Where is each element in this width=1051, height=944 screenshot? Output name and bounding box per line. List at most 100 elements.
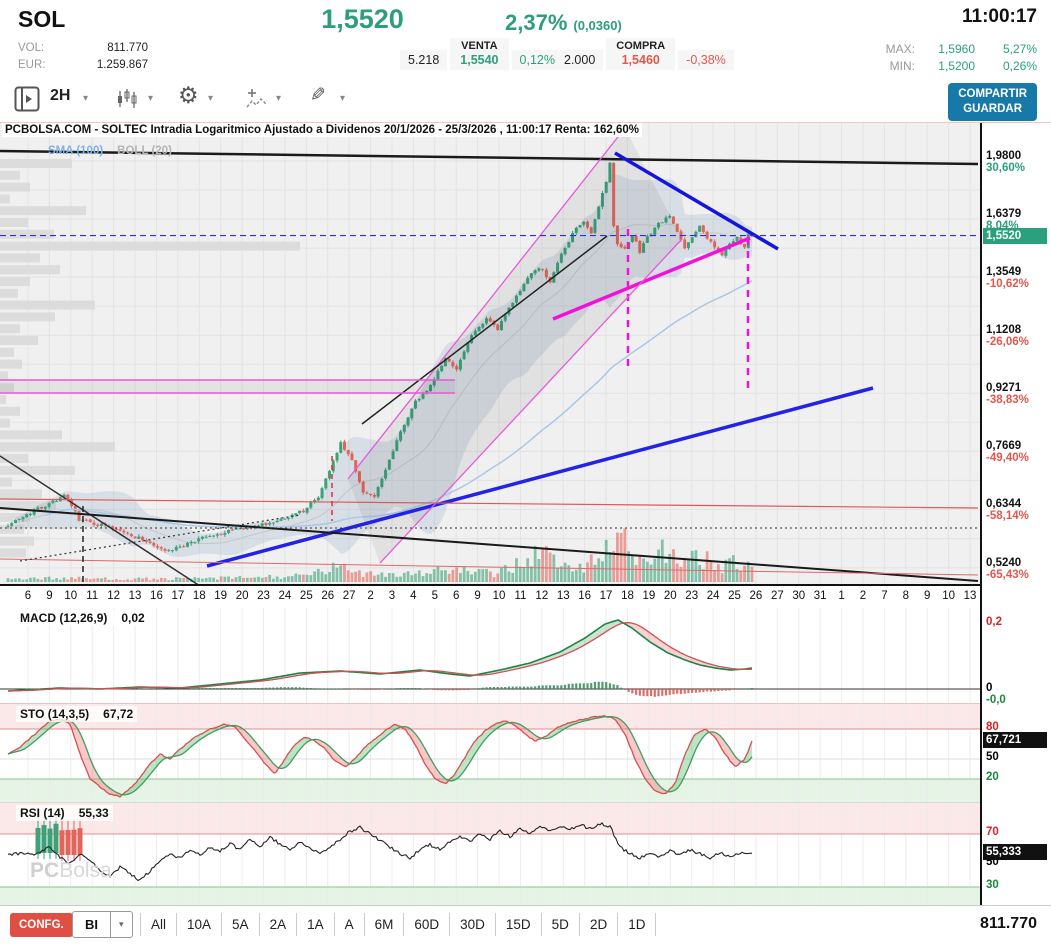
chart-type-caret-icon[interactable]: ▾ (148, 93, 153, 104)
max-pct: 5,27% (975, 42, 1037, 56)
x-axis-label: 9 (916, 590, 938, 602)
last-price: 1,5520 (290, 4, 435, 35)
settings-caret-icon[interactable]: ▾ (208, 93, 213, 104)
x-axis-label: 8 (895, 590, 917, 602)
watermark-rest: Bolsa (59, 859, 112, 882)
x-axis-label: 11 (81, 590, 103, 602)
share-label[interactable]: COMPARTIR (958, 87, 1027, 102)
bid-label: COMPRA (616, 38, 665, 53)
config-button[interactable]: CONFG. (10, 913, 73, 937)
rsi-panel[interactable] (0, 802, 980, 907)
min-price: 1,5200 (915, 59, 975, 73)
range-button-5d[interactable]: 5D (542, 913, 580, 936)
timeframe-button[interactable]: 2H (50, 87, 70, 105)
share-save-button[interactable]: COMPARTIR GUARDAR (948, 83, 1037, 121)
x-axis-label: 30 (788, 590, 810, 602)
legend-item: SMA (100) (48, 145, 103, 157)
draw-caret-icon[interactable]: ▾ (340, 93, 345, 104)
range-button-5a[interactable]: 5A (222, 913, 260, 936)
range-button-6m[interactable]: 6M (365, 913, 405, 936)
settings-gear-icon[interactable]: ⚙ (178, 82, 199, 109)
interval-value[interactable]: BI (73, 912, 111, 937)
axis-label: -0,0 (986, 694, 1006, 706)
max-row: MAX: 1,5960 5,27% (873, 42, 1037, 56)
sto-value-tag: 67,721 (983, 732, 1047, 748)
x-axis-label: 6 (17, 590, 39, 602)
x-axis-label: 26 (317, 590, 339, 602)
x-axis-label: 3 (381, 590, 403, 602)
clock: 11:00:17 (962, 6, 1037, 28)
main-price-chart[interactable] (0, 123, 980, 584)
chart-legend: SMA (100)BOLL (20) (48, 145, 186, 157)
range-button-60d[interactable]: 60D (404, 913, 450, 936)
macd-params: MACD (12,26,9) (20, 611, 107, 625)
range-button-1a[interactable]: 1A (297, 913, 335, 936)
x-axis-label: 10 (60, 590, 82, 602)
x-axis-label: 11 (509, 590, 531, 602)
pcbolsa-watermark: PCBolsa (30, 859, 112, 883)
interval-caret-icon[interactable]: ▾ (111, 912, 132, 937)
rsi-params: RSI (14) (20, 806, 65, 820)
range-button-10a[interactable]: 10A (177, 913, 222, 936)
axis-label: 0,9271-38,83% (986, 382, 1029, 406)
axis-label: 0,7669-49,40% (986, 440, 1029, 464)
x-axis-label: 26 (745, 590, 767, 602)
x-axis-label: 13 (124, 590, 146, 602)
x-axis-label: 25 (724, 590, 746, 602)
chart-type-icon[interactable] (115, 88, 139, 115)
x-axis-label: 12 (531, 590, 553, 602)
sto-label: STO (14,3,5)67,72 (16, 706, 137, 722)
eur-row: EUR: 1.259.867 (18, 59, 148, 71)
x-axis-label: 31 (809, 590, 831, 602)
min-row: MIN: 1,5200 0,26% (873, 59, 1037, 73)
sto-value: 67,72 (103, 707, 133, 721)
add-indicator-icon[interactable] (245, 87, 269, 116)
x-axis-label: 27 (766, 590, 788, 602)
change-abs-value: (0,0360) (573, 18, 621, 33)
max-price: 1,5960 (915, 42, 975, 56)
range-button-2a[interactable]: 2A (260, 913, 298, 936)
axis-label: 1,1208-26,06% (986, 324, 1029, 348)
x-axis-label: 2 (360, 590, 382, 602)
draw-pencil-icon[interactable]: ✎ (310, 84, 326, 107)
x-axis-label: 19 (638, 590, 660, 602)
x-axis-label: 23 (253, 590, 275, 602)
x-axis-label: 17 (595, 590, 617, 602)
range-button-all[interactable]: All (140, 913, 177, 936)
range-button-30d[interactable]: 30D (450, 913, 496, 936)
x-axis-label: 16 (574, 590, 596, 602)
panel-toggle-icon[interactable] (14, 86, 40, 117)
range-button-15d[interactable]: 15D (496, 913, 542, 936)
x-axis-label: 7 (873, 590, 895, 602)
ask-qty: 5.218 (400, 50, 447, 70)
x-axis-label: 2 (852, 590, 874, 602)
range-button-1d[interactable]: 1D (618, 913, 656, 936)
x-axis-label: 17 (167, 590, 189, 602)
range-button-2d[interactable]: 2D (580, 913, 618, 936)
axis-label: 0,5240-65,43% (986, 557, 1029, 581)
add-indicator-caret-icon[interactable]: ▾ (276, 93, 281, 104)
x-axis-label: 1 (831, 590, 853, 602)
x-axis-label: 27 (338, 590, 360, 602)
axis-label: 1,3549-10,62% (986, 266, 1029, 290)
interval-selector[interactable]: BI ▾ (72, 911, 133, 938)
x-axis-label: 10 (488, 590, 510, 602)
chart-title: PCBOLSA.COM - SOLTEC Intradia Logaritmic… (2, 123, 642, 137)
timeframe-caret-icon[interactable]: ▾ (83, 93, 88, 104)
x-axis-label: 19 (210, 590, 232, 602)
x-axis-label: 9 (38, 590, 60, 602)
bid-pct: -0,38% (678, 50, 734, 70)
bid-quote: 2.000 COMPRA 1,5460 -0,38% (556, 38, 734, 70)
range-button-a[interactable]: A (335, 913, 365, 936)
x-axis-label: 20 (659, 590, 681, 602)
min-pct: 0,26% (975, 59, 1037, 73)
chart-toolbar: 2H ▾ ▾ ⚙ ▾ ▾ ✎ ▾ COMPARTIR GUARDAR (0, 78, 1051, 120)
x-axis-label: 18 (188, 590, 210, 602)
current-price-tag: 1,5520 (983, 228, 1047, 244)
save-label[interactable]: GUARDAR (958, 102, 1027, 117)
max-label: MAX: (873, 42, 915, 56)
stochastic-panel[interactable] (0, 703, 980, 802)
